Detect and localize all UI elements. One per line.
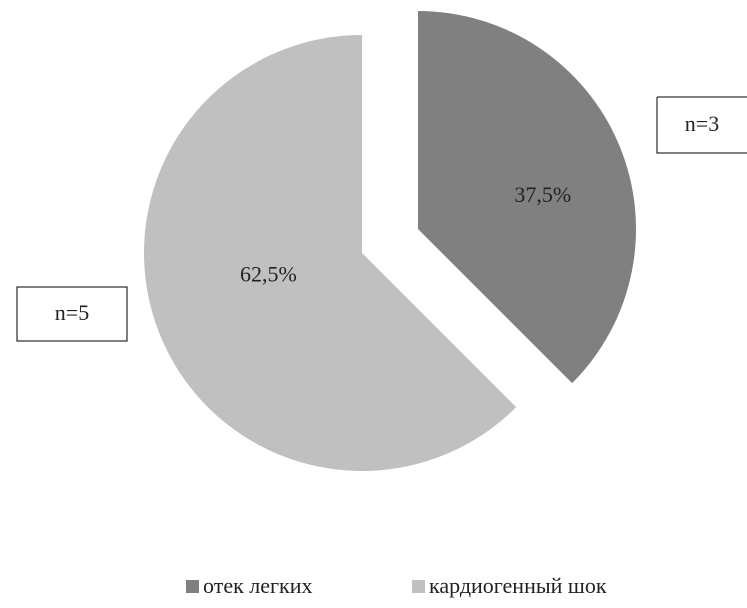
annotation-box	[656, 96, 747, 154]
pie-slice	[143, 35, 517, 471]
annotation: n=3	[685, 111, 719, 136]
data-label: 37,5%	[514, 182, 571, 207]
annotation: n=5	[55, 300, 89, 325]
data-label: 62,5%	[240, 262, 297, 287]
annotation-box	[16, 286, 128, 342]
legend-label: отек легких	[203, 573, 313, 598]
legend-swatch	[186, 580, 199, 593]
pie-slice	[418, 11, 637, 384]
legend-swatch	[412, 580, 425, 593]
legend-label: кардиогенный шок	[429, 573, 607, 598]
